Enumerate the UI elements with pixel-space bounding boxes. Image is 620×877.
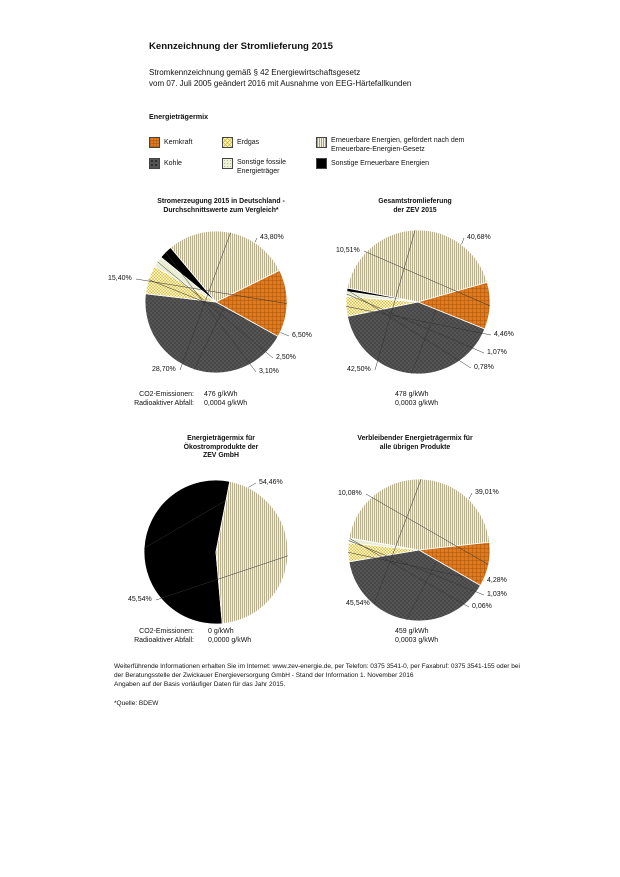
legend-swatch-kohle [149, 158, 160, 169]
chart-4-slice-eeg [348, 478, 491, 551]
chart-1-emission-labels: CO2-Emissionen: Radioaktiver Abfall: [134, 391, 194, 407]
chart-4-label-fossil: 1,03% [487, 591, 507, 598]
page-title: Kennzeichnung der Stromlieferung 2015 [149, 41, 333, 52]
legend-label-ee-sonst: Sonstige Erneuerbare Energien [331, 160, 430, 167]
chart-4-title: Verbleibender Energieträgermix für alle ü… [357, 435, 473, 451]
footer-line-2: der Beratungsstelle der Zwickauer Energi… [114, 672, 414, 679]
chart-3-emission-labels: CO2-Emissionen: Radioaktiver Abfall: [134, 628, 194, 644]
legend-swatch-erdgas [222, 137, 233, 148]
chart-4-emission-values: 459 g/kWh 0,0003 g/kWh [395, 628, 439, 644]
chart-2-title: Gesamtstromlieferung der ZEV 2015 [378, 198, 452, 214]
section-heading: Energieträgermix [149, 112, 209, 121]
subtitle-line-1: Stromkennzeichnung gemäß § 42 Energiewir… [149, 68, 361, 77]
chart-3-emission-values: 0 g/kWh 0,0000 g/kWh [208, 628, 252, 644]
footer-source: *Quelle: BDEW [114, 700, 159, 707]
chart-3-label-eeg: 45,54% [128, 596, 152, 603]
footer-line-1: Weiterführende Informationen erhalten Si… [114, 663, 520, 670]
footer-line-3: Angaben auf der Basis vorläufiger Daten … [114, 681, 286, 688]
legend-label-eeg: Erneuerbare Energien, gefördert nach dem… [331, 137, 465, 153]
legend-swatch-eeg [316, 137, 327, 148]
chart-4-leader-kernkraft [365, 493, 489, 565]
chart-2-label-erdgas: 4,46% [494, 331, 514, 338]
chart-1-leader-eeg [179, 232, 231, 371]
legend-swatch-ee-sonst [316, 158, 327, 169]
subtitle-line-2: vom 07. Juli 2005 geändert 2016 mit Ausn… [149, 79, 412, 88]
legend-label-fossil: Sonstige fossile Energieträger [237, 159, 287, 175]
chart-4-label-eeg: 45,54% [346, 600, 370, 607]
chart-1-label-ee_sonst: 3,10% [259, 368, 279, 375]
chart-4-label-ee_sonst: 0,06% [472, 603, 492, 610]
chart-1-title: Stromerzeugung 2015 in Deutschland - Durc… [157, 198, 285, 214]
chart-1-leader-kernkraft [135, 278, 288, 304]
chart-1-leader-fossil [157, 261, 274, 359]
chart-4-leader-ee_sonst [348, 537, 470, 608]
legend-label-kernkraft: Kernkraft [164, 139, 193, 146]
chart-3-label-ee_sonst: 54,46% [259, 479, 283, 486]
chart-4-leader-fossil [348, 540, 485, 596]
chart-1-label-kohle: 43,80% [260, 234, 284, 241]
chart-1-leader-ee_sonst [165, 251, 257, 373]
chart-4-leader-eeg [373, 478, 422, 605]
legend-swatch-fossil [222, 158, 233, 169]
chart-2-leader-eeg [374, 230, 416, 371]
chart-2-label-ee_sonst: 0,78% [474, 364, 494, 371]
chart-4-label-erdgas: 4,28% [487, 577, 507, 584]
chart-1-emission-values: 476 g/kWh 0,0004 g/kWh [204, 391, 248, 407]
legend-label-kohle: Kohle [164, 160, 182, 167]
chart-2-label-kernkraft: 10,51% [336, 247, 360, 254]
chart-3-leader-eeg [155, 555, 288, 601]
chart-2-leader-erdgas [346, 306, 492, 336]
chart-4-leader-erdgas [347, 552, 485, 582]
chart-2-slice-eeg [346, 229, 488, 303]
chart-2-label-kohle: 40,68% [467, 234, 491, 241]
chart-2-emission-values: 478 g/kWh 0,0003 g/kWh [395, 391, 439, 407]
chart-2-leader-ee_sonst [346, 289, 472, 369]
chart-1-label-eeg: 28,70% [152, 366, 176, 373]
chart-1-label-fossil: 2,50% [276, 354, 296, 361]
chart-2-label-eeg: 42,50% [347, 366, 371, 373]
chart-2-leader-kernkraft [363, 250, 490, 307]
chart-3-slice-eeg [215, 480, 289, 625]
chart-1-label-erdgas: 6,50% [292, 332, 312, 339]
chart-1-label-kernkraft: 15,40% [108, 275, 132, 282]
legend-swatch-kernkraft [149, 137, 160, 148]
chart-3-title: Energieträgermix für Ökostromprodukte der… [183, 435, 259, 460]
chart-4-label-kernkraft: 10,08% [338, 490, 362, 497]
chart-2-label-fossil: 1,07% [487, 349, 507, 356]
legend-label-erdgas: Erdgas [237, 139, 260, 146]
chart-4-label-kohle: 39,01% [475, 489, 499, 496]
